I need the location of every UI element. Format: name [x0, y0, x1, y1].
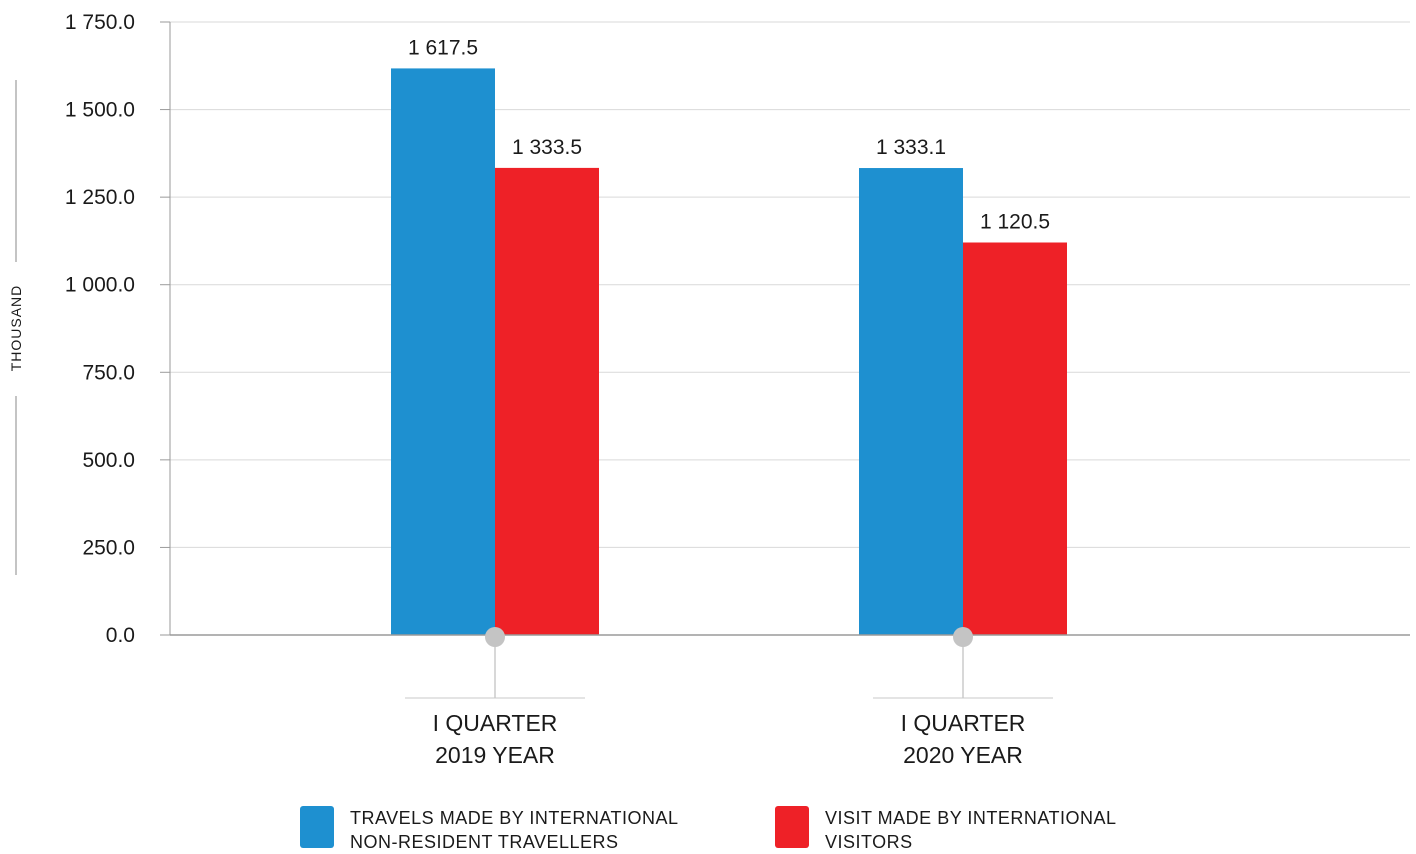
bars — [391, 68, 1067, 636]
y-tick-label: 1 000.0 — [65, 274, 135, 297]
data-label: 1 333.5 — [512, 136, 582, 159]
y-tick-label: 1 500.0 — [65, 99, 135, 122]
legend-item-0: TRAVELS MADE BY INTERNATIONAL NON-RESIDE… — [300, 806, 679, 854]
x-category-label: 2019 YEAR — [435, 742, 555, 768]
y-axis-title-group: THOUSAND — [8, 80, 24, 575]
x-category-label: I QUARTER — [901, 710, 1026, 736]
y-axis-ticks: 0.0 250.0 500.0 750.0 1 000.0 1 250.0 1 500.0 1… — [65, 11, 171, 647]
y-tick-label: 1 750.0 — [65, 11, 135, 34]
legend-label-line: TRAVELS MADE BY INTERNATIONAL — [350, 808, 679, 828]
bar-chart: 0.0 250.0 500.0 750.0 1 000.0 1 250.0 1 500.0 1… — [8, 11, 1410, 768]
legend-label-line: VISIT MADE BY INTERNATIONAL — [825, 808, 1117, 828]
gridlines — [170, 21, 1410, 548]
y-tick-label: 250.0 — [82, 536, 135, 559]
data-label: 1 120.5 — [980, 211, 1050, 234]
legend-label-0: TRAVELS MADE BY INTERNATIONAL NON-RESIDE… — [350, 806, 679, 854]
x-category-label: I QUARTER — [433, 710, 558, 736]
bar-s1-c1 — [963, 242, 1067, 635]
x-category-label: 2020 YEAR — [903, 742, 1023, 768]
bar-s1-c0 — [495, 167, 599, 636]
data-labels: 1 617.5 1 333.1 1 333.5 1 120.5 — [408, 36, 1050, 233]
legend-swatch-1 — [775, 806, 809, 848]
data-label: 1 333.1 — [876, 136, 946, 159]
y-tick-label: 500.0 — [82, 449, 135, 472]
bar-s0-c0 — [391, 68, 495, 636]
legend-item-1: VISIT MADE BY INTERNATIONAL VISITORS — [775, 806, 1117, 854]
y-tick-label: 750.0 — [82, 361, 135, 384]
x-axis: I QUARTER 2019 YEAR I QUARTER 2020 YEAR — [170, 627, 1410, 768]
legend-label-line: VISITORS — [825, 832, 913, 852]
y-axis-title: THOUSAND — [8, 285, 24, 372]
legend-swatch-0 — [300, 806, 334, 848]
y-tick-label: 1 250.0 — [65, 186, 135, 209]
legend-label-line: NON-RESIDENT TRAVELLERS — [350, 832, 619, 852]
legend-label-1: VISIT MADE BY INTERNATIONAL VISITORS — [825, 806, 1117, 854]
bar-s0-c1 — [859, 168, 963, 635]
data-label: 1 617.5 — [408, 36, 478, 59]
category-marker — [485, 627, 505, 647]
category-marker — [953, 627, 973, 647]
y-tick-label: 0.0 — [106, 624, 135, 647]
